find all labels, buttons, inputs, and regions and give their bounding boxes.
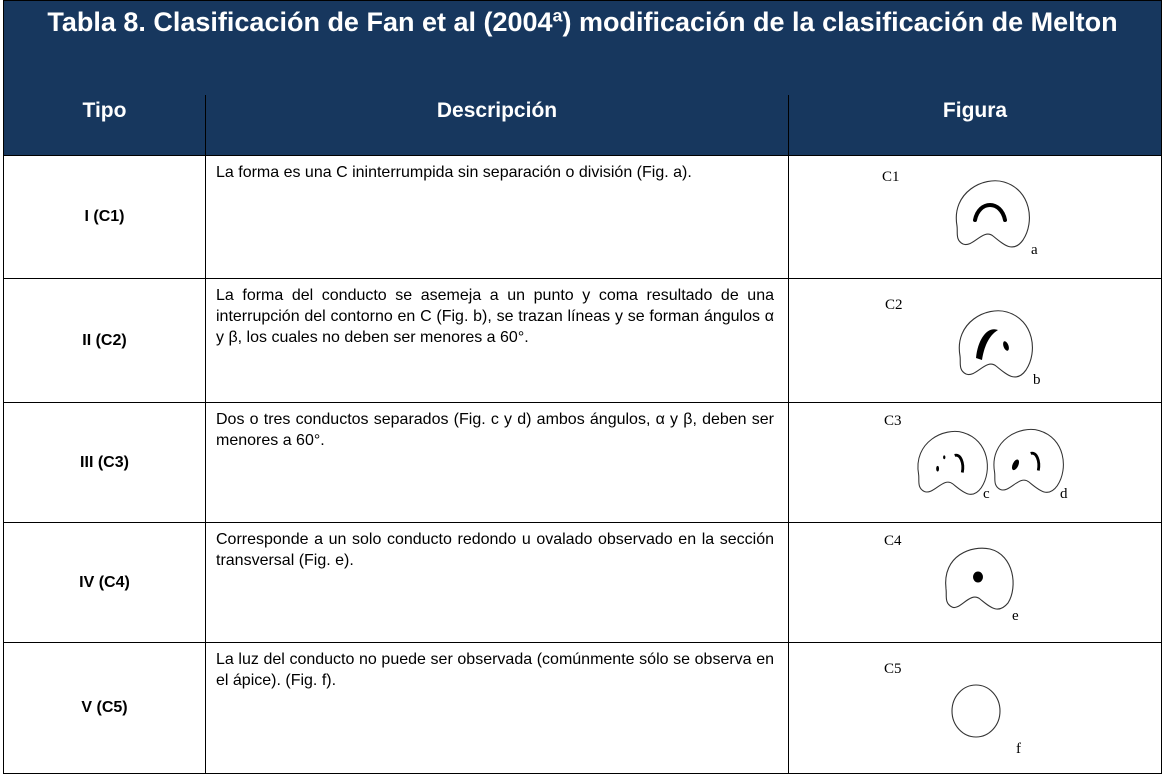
root-drawing (958, 310, 1033, 378)
header-cell: Descripción (205, 95, 789, 156)
tipo-cell: II (C2) (3, 278, 206, 403)
tipo-cell: V (C5) (3, 642, 206, 774)
header-cell: Tipo (3, 95, 206, 156)
figure-label: C5 (884, 661, 902, 677)
figure: C5 f (884, 661, 1021, 757)
description-cell: Corresponde a un solo conducto redondo u… (205, 522, 789, 643)
root-drawing (955, 180, 1030, 248)
description-cell: La forma del conducto se asemeja a un pu… (205, 278, 789, 403)
figure-label: C3 (884, 413, 902, 429)
figure-letter: e (1012, 608, 1019, 624)
figure-letter: d (1060, 486, 1068, 502)
root-drawing (993, 428, 1064, 493)
table-title: Tabla 8. Clasificación de Fan et al (200… (2, 0, 1163, 95)
figure-letter: b (1033, 372, 1041, 388)
tipo-cell: I (C1) (3, 155, 206, 279)
figure-letter: c (983, 486, 990, 502)
figure-cell: C3 c d (787, 402, 1163, 523)
description-cell: La forma es una C ininterrumpida sin sep… (205, 155, 789, 279)
figure: C2 b (885, 297, 1041, 388)
figure-label: C4 (884, 533, 902, 549)
header-cell: Figura (787, 95, 1163, 156)
root-drawing (945, 547, 1014, 610)
figure: C1 a (882, 169, 1038, 258)
root-drawing (917, 430, 988, 495)
figure-cell: C2 b (787, 278, 1163, 403)
description-cell: Dos o tres conductos separados (Fig. c y… (205, 402, 789, 523)
figure-cell: C4 e (787, 522, 1163, 643)
figure: C4 e (884, 533, 1019, 624)
figure-label: C1 (882, 169, 900, 185)
description-cell: La luz del conducto no puede ser observa… (205, 642, 789, 774)
tipo-cell: III (C3) (3, 402, 206, 523)
figure-letter: f (1016, 741, 1021, 757)
figure-cell: C5 f (787, 642, 1163, 774)
figure: C3 c d (884, 413, 1068, 502)
figure-label: C2 (885, 297, 903, 313)
tipo-cell: IV (C4) (3, 522, 206, 643)
figure-cell: C1 a (787, 155, 1163, 279)
figure-letter: a (1031, 242, 1038, 258)
root-drawing (951, 684, 1001, 738)
